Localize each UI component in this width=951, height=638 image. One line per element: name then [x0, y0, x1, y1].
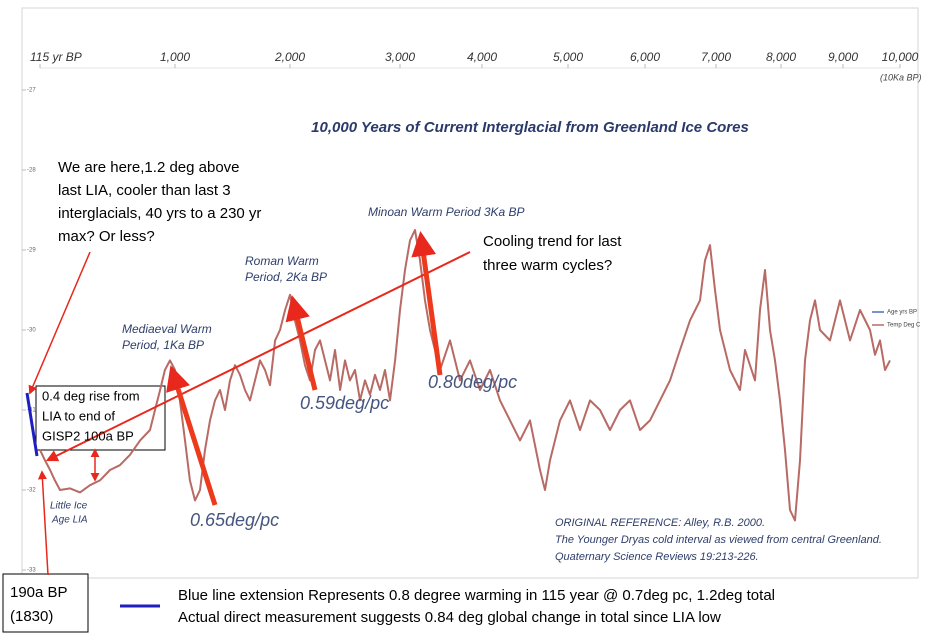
- x-tick-label: 3,000: [385, 50, 415, 64]
- x-tick-label: 4,000: [467, 50, 497, 64]
- callout: We are here,1.2 deg above: [58, 159, 240, 176]
- reference: ORIGINAL REFERENCE: Alley, R.B. 2000.: [555, 517, 765, 529]
- arrow: [45, 251, 471, 462]
- blue-extension: [25, 392, 39, 457]
- x-tick-label: 2,000: [274, 50, 305, 64]
- rate-label: 0.59deg/pc: [300, 393, 389, 413]
- callout: GISP2 100a BP: [42, 428, 134, 443]
- x-tick-label: 6,000: [630, 50, 660, 64]
- callout: LIA to end of: [42, 408, 115, 423]
- reference: Quaternary Science Reviews 19:213-226.: [555, 551, 759, 563]
- rate-label: 0.65deg/pc: [190, 510, 279, 530]
- arrow: [411, 231, 443, 376]
- footer-legend-text: Blue line extension Represents 0.8 degre…: [178, 587, 775, 604]
- annotation-arrows: [25, 231, 471, 576]
- x-axis-note: (10Ka BP): [880, 72, 922, 82]
- callout: max? Or less?: [58, 228, 155, 245]
- period-label: Age LIA: [51, 515, 88, 526]
- data-line: [39, 229, 891, 522]
- footer-legend-text: Actual direct measurement suggests 0.84 …: [178, 609, 721, 626]
- callout: 0.4 deg rise from: [42, 388, 140, 403]
- x-tick-label: 7,000: [701, 50, 731, 64]
- period-label: Roman Warm: [245, 254, 319, 268]
- y-tick-label: -30: [27, 328, 36, 334]
- note-box: [2, 573, 89, 633]
- period-label: Mediaeval Warm: [122, 322, 212, 336]
- legend-label: Temp Deg C: [887, 323, 921, 329]
- x-tick-label: 115 yr BP: [30, 50, 82, 64]
- callout: Cooling trend for last: [483, 233, 622, 250]
- x-tick-label: 5,000: [553, 50, 583, 64]
- callout: (1830): [10, 608, 53, 625]
- callout: 190a BP: [10, 584, 68, 601]
- period-label: Little Ice: [50, 501, 88, 512]
- arrow: [285, 295, 318, 391]
- y-tick-label: -31: [27, 408, 36, 414]
- chart-title: 10,000 Years of Current Interglacial fro…: [311, 119, 749, 136]
- legend-label: Age yrs BP: [887, 310, 917, 316]
- y-tick-label: -32: [27, 488, 36, 494]
- x-tick-label: 10,000: [882, 50, 919, 64]
- y-tick-label: -27: [27, 88, 36, 94]
- reference: The Younger Dryas cold interval as viewe…: [555, 534, 882, 546]
- rate-label: 0.80deg/pc: [428, 372, 517, 392]
- arrow: [37, 470, 49, 576]
- x-tick-label: 1,000: [160, 50, 190, 64]
- arrow: [28, 251, 91, 395]
- y-tick-label: -33: [27, 568, 36, 574]
- x-tick-label: 8,000: [766, 50, 796, 64]
- plot-frame: [21, 7, 919, 579]
- callout: last LIA, cooler than last 3: [58, 182, 231, 199]
- callout: three warm cycles?: [483, 257, 612, 274]
- period-label: Period, 2Ka BP: [245, 270, 327, 284]
- y-tick-label: -28: [27, 168, 36, 174]
- callout: interglacials, 40 yrs to a 230 yr: [58, 205, 261, 222]
- x-tick-label: 9,000: [828, 50, 858, 64]
- y-tick-label: -29: [27, 248, 36, 254]
- period-label: Minoan Warm Period 3Ka BP: [368, 205, 525, 219]
- arrow: [166, 365, 218, 506]
- period-label: Period, 1Ka BP: [122, 338, 204, 352]
- note-box: [35, 385, 166, 451]
